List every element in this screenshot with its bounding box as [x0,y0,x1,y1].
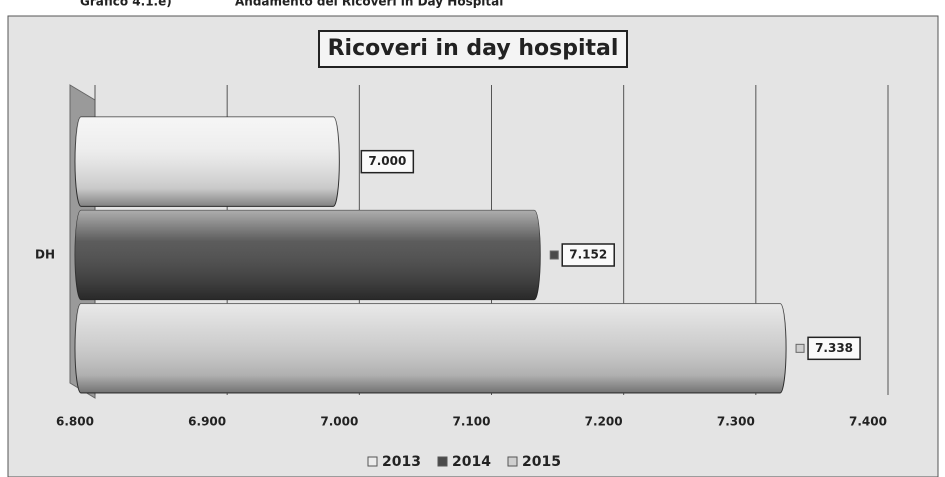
label-box [561,243,615,267]
legend-key [507,456,518,467]
y-tick-label: DH [35,248,55,262]
legend-key [367,456,378,467]
bar-shade [75,303,787,393]
chart-title: Ricoveri in day hospital [328,36,619,61]
x-tick-label: 6.900 [188,415,226,429]
x-tick-label: 7.000 [320,415,358,429]
data-label: 7.000 [368,154,406,168]
legend-label: 2015 [522,454,561,470]
title-box [318,30,628,68]
x-tick-label: 7.400 [849,415,887,429]
legend-label: 2013 [382,454,421,470]
label-box [807,336,861,361]
x-tick-label: 7.300 [717,415,755,429]
x-tick-label: 6.800 [56,415,94,429]
data-label: 7.338 [815,341,853,355]
label-key [795,343,805,353]
legend-key [437,456,448,467]
x-tick-label: 7.100 [453,415,491,429]
caption: Grafico 4.1.e) [80,0,172,9]
data-label: 7.152 [569,248,607,262]
x-tick-label: 7.200 [585,415,623,429]
bar-shade [75,117,340,207]
label-key [549,250,559,260]
label-box [360,149,415,174]
subtitle: Andamento dei Ricoveri in Day Hospital [235,0,503,9]
legend-label: 2014 [452,454,491,470]
bar-shade [75,210,541,300]
